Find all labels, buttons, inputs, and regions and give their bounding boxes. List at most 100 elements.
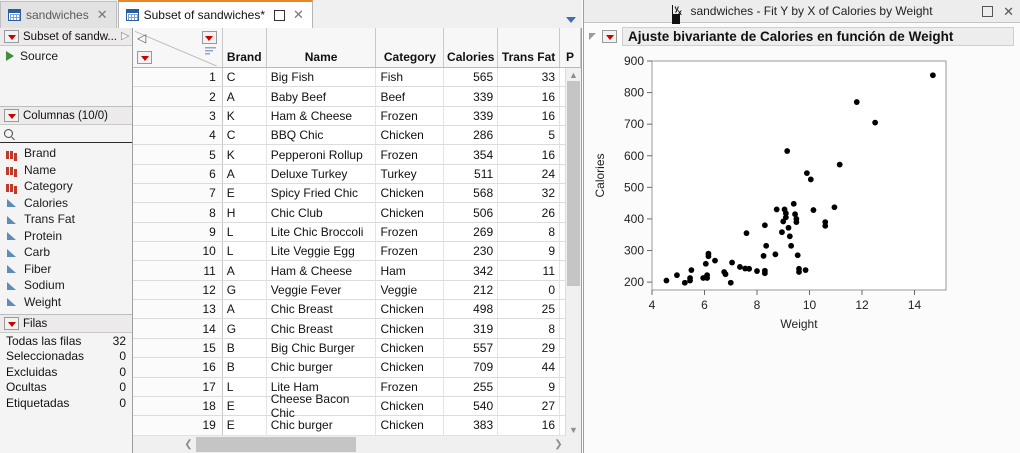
cell-name[interactable]: Ham & Cheese <box>267 261 377 280</box>
column-item-trans-fat[interactable]: Trans Fat <box>0 211 132 228</box>
data-point[interactable] <box>705 253 712 260</box>
cell-brand[interactable]: A <box>223 300 267 319</box>
cell-calories[interactable]: 511 <box>444 164 499 184</box>
cell-calories[interactable]: 230 <box>444 242 499 261</box>
row-number[interactable]: 4 <box>133 126 223 145</box>
data-point[interactable] <box>704 275 711 281</box>
row-number[interactable]: 16 <box>133 358 223 377</box>
cell-calories[interactable]: 557 <box>444 338 499 358</box>
scroll-left-icon[interactable]: ❮ <box>184 439 193 450</box>
cell-name[interactable]: Deluxe Turkey <box>267 164 377 184</box>
red-triangle-menu-icon[interactable] <box>4 30 19 43</box>
data-point[interactable] <box>688 267 695 274</box>
cell-calories[interactable]: 286 <box>444 126 499 145</box>
cell-name[interactable]: Big Fish <box>267 68 377 87</box>
cell-brand[interactable]: K <box>223 106 267 126</box>
data-point[interactable] <box>761 270 768 277</box>
row-number[interactable]: 10 <box>133 242 223 261</box>
data-point[interactable] <box>687 277 693 284</box>
cell-name[interactable]: Lite Ham <box>267 377 377 396</box>
cell-calories[interactable]: 568 <box>444 184 499 203</box>
data-point[interactable] <box>746 265 753 272</box>
row-number[interactable]: 12 <box>133 280 223 300</box>
cell-transfat[interactable]: 26 <box>498 203 561 222</box>
cell-calories[interactable]: 339 <box>444 106 499 126</box>
data-point[interactable] <box>929 72 936 79</box>
data-point[interactable] <box>853 99 860 105</box>
rows-stat-hidden[interactable]: Ocultas 0 <box>0 380 132 396</box>
cell-brand[interactable]: G <box>223 280 267 300</box>
cell-brand[interactable]: A <box>223 164 267 184</box>
table-row[interactable]: 5 K Pepperoni Rollup Frozen 354 16 <box>133 145 581 165</box>
data-point[interactable] <box>796 269 802 275</box>
data-point[interactable] <box>794 252 801 259</box>
column-header-protein[interactable]: P <box>560 28 581 67</box>
cell-brand[interactable]: K <box>223 145 267 164</box>
table-row[interactable]: 18 E Cheese Bacon Chic Chicken 540 27 <box>133 392 581 420</box>
row-number[interactable]: 6 <box>133 164 223 184</box>
cell-category[interactable]: Chicken <box>376 319 445 338</box>
rows-stat-labelled[interactable]: Etiquetadas 0 <box>0 395 132 411</box>
cell-transfat[interactable]: 32 <box>498 184 561 203</box>
data-point[interactable] <box>807 176 814 183</box>
cell-transfat[interactable]: 0 <box>498 280 561 300</box>
rows-stat-selected[interactable]: Seleccionadas 0 <box>0 349 132 365</box>
cell-category[interactable]: Chicken <box>376 126 445 145</box>
row-number[interactable]: 3 <box>133 106 223 126</box>
cell-calories[interactable]: 506 <box>444 203 499 222</box>
table-row[interactable]: 11 A Ham & Cheese Ham 342 11 <box>133 261 581 281</box>
cell-transfat[interactable]: 16 <box>498 416 561 435</box>
cell-brand[interactable]: E <box>223 184 267 203</box>
cell-category[interactable]: Chicken <box>376 300 445 319</box>
rows-panel-header[interactable]: Filas <box>0 315 132 333</box>
disclosure-triangle-icon[interactable] <box>589 33 596 40</box>
horizontal-scrollbar-thumb[interactable] <box>196 437 356 452</box>
cell-transfat[interactable]: 44 <box>498 358 561 377</box>
table-row[interactable]: 4 C BBQ Chic Chicken 286 5 <box>133 126 581 146</box>
column-item-calories[interactable]: Calories <box>0 195 132 212</box>
cell-transfat[interactable]: 16 <box>498 106 561 126</box>
cell-brand[interactable]: A <box>223 261 267 280</box>
cell-calories[interactable]: 319 <box>444 319 499 338</box>
cell-category[interactable]: Chicken <box>376 358 445 377</box>
collapse-left-icon[interactable]: ◁ <box>137 31 147 45</box>
cell-category[interactable]: Frozen <box>376 222 445 242</box>
cell-transfat[interactable]: 25 <box>498 300 561 319</box>
source-item[interactable]: Source <box>0 46 132 66</box>
cell-name[interactable]: Cheese Bacon Chic <box>267 392 377 420</box>
cell-category[interactable]: Chicken <box>376 203 445 222</box>
table-row[interactable]: 8 H Chic Club Chicken 506 26 <box>133 203 581 223</box>
data-point[interactable] <box>836 161 843 168</box>
cell-brand[interactable]: C <box>223 126 267 145</box>
cell-category[interactable]: Frozen <box>376 145 445 164</box>
data-point[interactable] <box>786 233 793 240</box>
cell-name[interactable]: Pepperoni Rollup <box>267 145 377 164</box>
cell-transfat[interactable]: 24 <box>498 164 561 184</box>
data-point[interactable] <box>674 272 680 279</box>
cell-transfat[interactable]: 29 <box>498 338 561 358</box>
close-icon[interactable]: ✕ <box>1003 3 1014 19</box>
data-point[interactable] <box>831 204 838 211</box>
cell-name[interactable]: Baby Beef <box>267 87 377 106</box>
table-row[interactable]: 19 E Chic burger Chicken 383 16 <box>133 416 581 436</box>
cell-category[interactable]: Chicken <box>376 338 445 358</box>
data-point[interactable] <box>702 260 709 267</box>
data-point[interactable] <box>822 222 829 229</box>
data-point[interactable] <box>803 170 810 177</box>
column-item-weight[interactable]: Weight <box>0 294 132 311</box>
cell-calories[interactable]: 269 <box>444 222 499 242</box>
data-point[interactable] <box>802 267 809 274</box>
table-row[interactable]: 13 A Chic Breast Chicken 498 25 <box>133 300 581 320</box>
data-point[interactable] <box>782 214 789 221</box>
cell-calories[interactable]: 540 <box>444 396 499 416</box>
red-triangle-menu-icon[interactable] <box>602 30 617 43</box>
cell-transfat[interactable]: 8 <box>498 319 561 338</box>
cell-name[interactable]: Chic Breast <box>267 319 377 338</box>
red-triangle-menu-icon[interactable] <box>137 51 152 64</box>
cell-category[interactable]: Veggie <box>376 280 445 300</box>
cell-transfat[interactable]: 11 <box>498 261 561 280</box>
data-points[interactable] <box>663 72 936 286</box>
column-item-sodium[interactable]: Sodium <box>0 277 132 294</box>
row-number[interactable]: 11 <box>133 261 223 280</box>
cell-category[interactable]: Chicken <box>376 416 445 435</box>
